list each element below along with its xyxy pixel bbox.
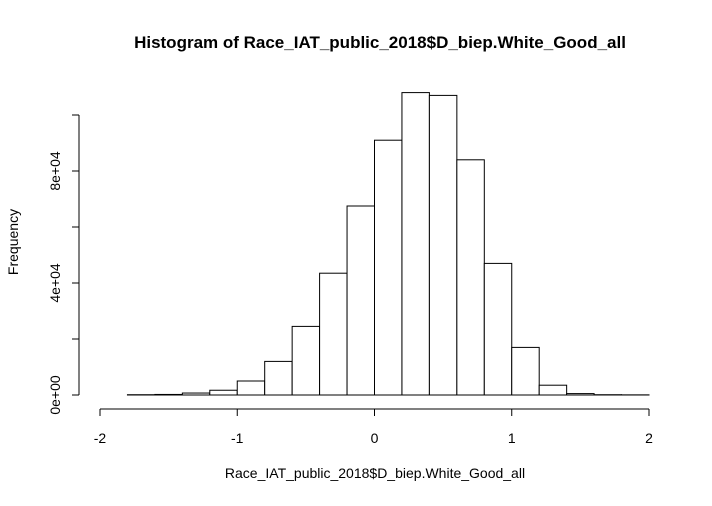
histogram-bar — [428, 94, 458, 396]
histogram-bar — [319, 272, 348, 396]
histogram-bar — [236, 380, 266, 396]
histogram-bar — [264, 360, 293, 396]
histogram-bar — [181, 392, 211, 396]
histogram-bar — [456, 159, 485, 396]
y-axis: 0e+00 4e+04 8e+04 — [47, 114, 80, 415]
y-tick-label: 0e+00 — [47, 375, 63, 415]
y-tick-label: 4e+04 — [47, 263, 63, 303]
histogram-bar — [566, 393, 595, 396]
y-axis-label: Frequency — [5, 209, 21, 275]
y-tick-label: 8e+04 — [47, 151, 63, 191]
histogram-bar — [538, 384, 568, 396]
histogram-bar — [291, 325, 321, 396]
histogram-bar — [511, 346, 540, 396]
histogram-bar — [346, 205, 375, 396]
histogram-bar — [374, 139, 403, 396]
histogram-bar — [154, 393, 183, 396]
histogram-bar — [209, 389, 238, 396]
x-tick-label: -1 — [231, 430, 244, 446]
x-tick-label: 0 — [371, 430, 379, 446]
chart-title: Histogram of Race_IAT_public_2018$D_biep… — [134, 33, 626, 52]
histogram-bar — [401, 92, 430, 396]
x-tick-label: 2 — [645, 430, 653, 446]
x-axis: -2 -1 0 1 2 — [94, 408, 653, 446]
histogram-bar — [483, 262, 513, 396]
histogram-bars — [126, 92, 650, 396]
x-tick-label: 1 — [508, 430, 516, 446]
x-tick-label: -2 — [94, 430, 107, 446]
x-axis-label: Race_IAT_public_2018$D_biep.White_Good_a… — [225, 465, 525, 481]
